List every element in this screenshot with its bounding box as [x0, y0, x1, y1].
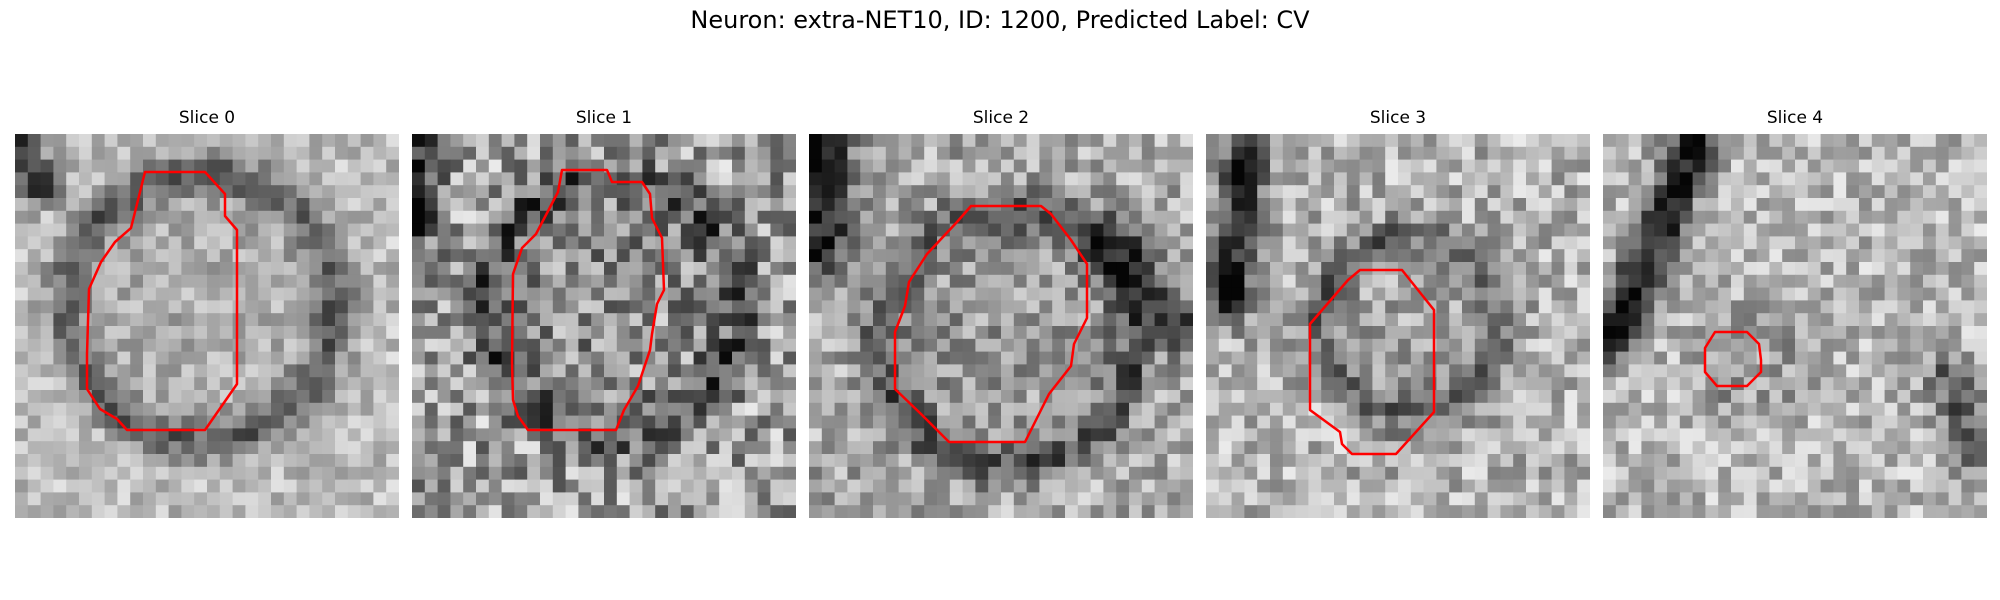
segmentation-outline	[1703, 330, 1763, 388]
slice-title: Slice 3	[1369, 108, 1427, 128]
segmentation-outline	[510, 168, 666, 432]
slice-title: Slice 2	[972, 108, 1030, 128]
slice-title: Slice 1	[575, 108, 633, 128]
slice-image	[412, 134, 796, 518]
segmentation-outline	[85, 170, 239, 432]
slice-title: Slice 4	[1766, 108, 1824, 128]
figure-title: Neuron: extra-NET10, ID: 1200, Predicted…	[690, 6, 1310, 34]
slice-image-svg	[15, 134, 399, 518]
slice-image-svg	[412, 134, 796, 518]
slice-image-svg	[1206, 134, 1590, 518]
slice-image	[809, 134, 1193, 518]
slice-image	[1206, 134, 1590, 518]
slice-image	[15, 134, 399, 518]
segmentation-outline	[1308, 268, 1436, 456]
slice-image-svg	[1603, 134, 1987, 518]
slice-image	[1603, 134, 1987, 518]
slice-title: Slice 0	[178, 108, 236, 128]
slice-image-svg	[809, 134, 1193, 518]
segmentation-outline	[893, 204, 1089, 444]
